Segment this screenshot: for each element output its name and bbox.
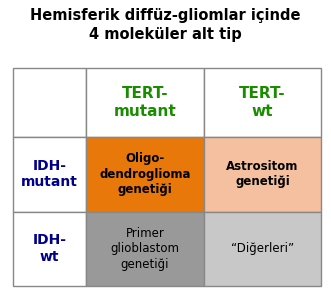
Bar (204, 137, 321, 212)
Bar (204, 68, 321, 137)
Text: TERT-
wt: TERT- wt (239, 86, 286, 119)
Bar (86, 212, 204, 286)
Bar (86, 68, 204, 137)
Text: Oligo-
dendroglioma
genetiği: Oligo- dendroglioma genetiği (99, 152, 191, 196)
Text: Astrositom
genetiği: Astrositom genetiği (226, 160, 299, 188)
Text: TERT-
mutant: TERT- mutant (114, 86, 176, 119)
Bar (13, 137, 86, 212)
Bar (13, 68, 86, 137)
Text: Primer
glioblastom
genetiği: Primer glioblastom genetiği (110, 227, 179, 271)
Text: “Diğerleri”: “Diğerleri” (231, 242, 294, 255)
Bar (86, 137, 204, 212)
Text: Hemisferik diffüz-gliomlar içinde
4 moleküler alt tip: Hemisferik diffüz-gliomlar içinde 4 mole… (30, 8, 301, 42)
Text: IDH-
wt: IDH- wt (32, 233, 67, 264)
Text: IDH-
mutant: IDH- mutant (21, 159, 78, 190)
Bar (13, 212, 86, 286)
Bar (204, 212, 321, 286)
